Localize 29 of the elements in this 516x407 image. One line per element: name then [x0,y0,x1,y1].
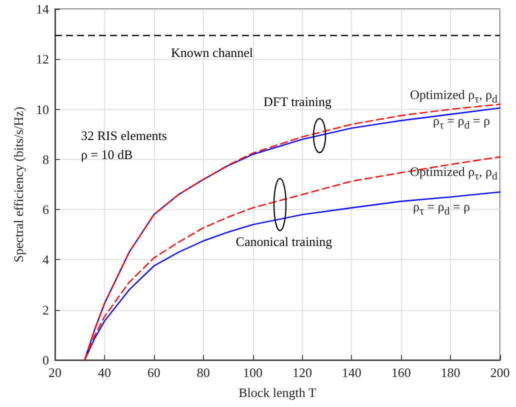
y-tick-label: 10 [36,102,49,117]
x-tick-label: 100 [243,365,263,380]
series-label: ρ$_{τ}$ = ρ$_{d}$ = ρ [433,113,490,133]
x-tick-label: 140 [342,365,362,380]
x-tick-label: 120 [292,365,312,380]
series-label: ρ$_{τ}$ = ρ$_{d}$ = ρ [413,199,470,219]
x-tick-label: 60 [147,365,160,380]
annotation: DFT training [264,94,332,110]
y-tick-label: 2 [42,302,49,318]
y-tick-label: 8 [42,152,49,167]
y-tick-label: 14 [36,2,50,16]
x-axis-title: Block length T [238,385,316,400]
x-tick-label: 180 [440,365,460,380]
x-tick-label: 160 [391,365,411,380]
y-tick-label: 4 [42,252,50,268]
ref-line-label: Known channel [171,44,254,60]
y-tick-label: 0 [42,352,49,368]
annotation: Canonical training [236,234,333,250]
series-label: Optimized ρ$_{τ}$, ρ$_{d}$ [410,164,498,184]
y-axis-title: Spectral efficiency (bits/s/Hz) [11,106,26,262]
y-tick-label: 6 [42,202,50,218]
x-tick-label: 200 [490,365,510,380]
series-label: Optimized ρ$_{τ}$, ρ$_{d}$ [410,87,498,107]
annotation: 32 RIS elements [80,128,167,144]
x-tick-label: 20 [48,365,62,380]
x-tick-label: 40 [98,365,111,380]
y-tick-label: 12 [36,52,49,67]
x-tick-label: 80 [196,365,210,380]
annotation: ρ = 10 dB [80,146,134,162]
